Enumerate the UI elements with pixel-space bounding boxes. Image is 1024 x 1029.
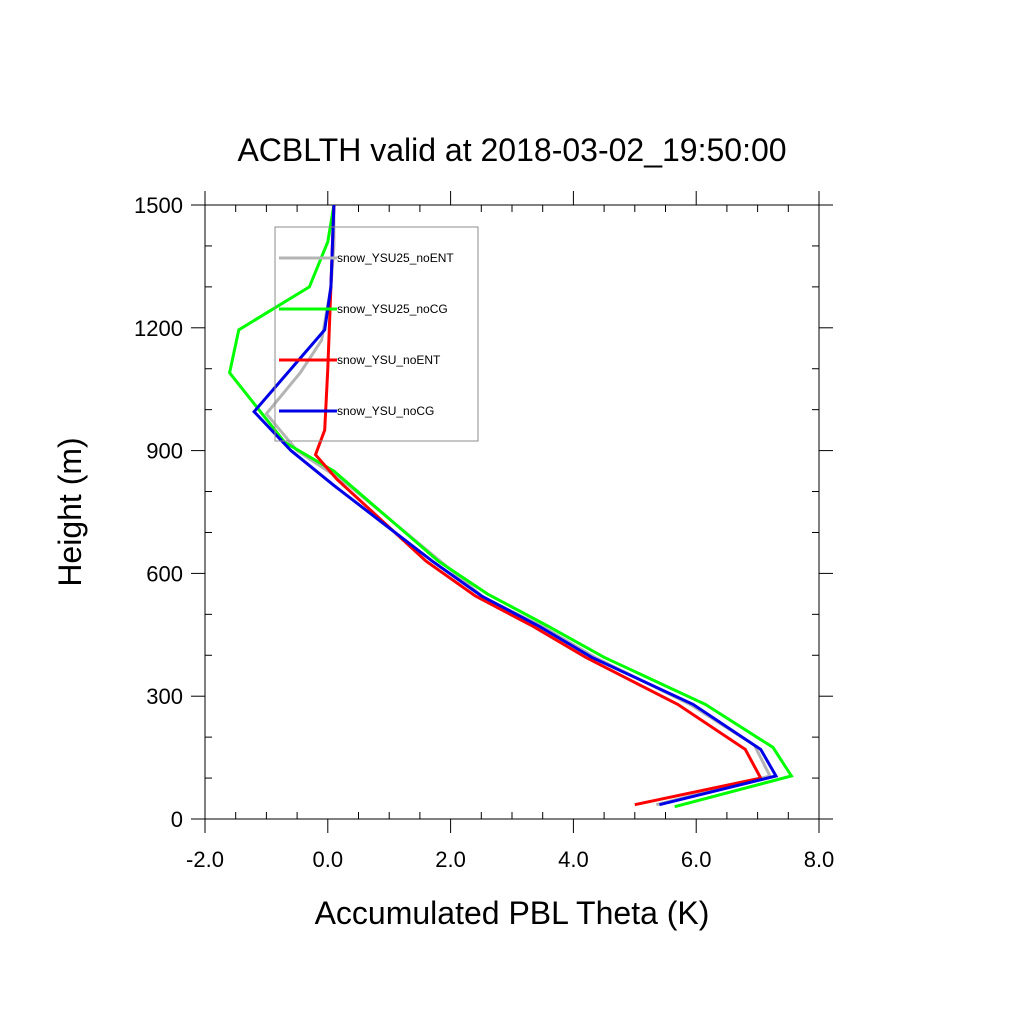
y-axis-label: Height (m) xyxy=(52,437,88,586)
y-tick-label: 0 xyxy=(171,807,183,832)
y-tick-label: 1200 xyxy=(134,316,183,341)
legend-label: snow_YSU25_noENT xyxy=(337,251,454,265)
x-tick-label: 4.0 xyxy=(558,847,589,872)
legend-box xyxy=(274,226,479,442)
chart-title: ACBLTH valid at 2018-03-02_19:50:00 xyxy=(237,132,786,168)
x-tick-label: 0.0 xyxy=(313,847,344,872)
x-tick-label: -2.0 xyxy=(186,847,224,872)
series-line-snow_YSU_noCG xyxy=(252,204,779,807)
y-tick-label: 900 xyxy=(146,439,183,464)
legend-label: snow_YSU_noCG xyxy=(337,404,434,418)
legend-label: snow_YSU25_noCG xyxy=(337,302,448,316)
y-tick-label: 300 xyxy=(146,684,183,709)
legend-label: snow_YSU_noENT xyxy=(337,353,441,367)
legend: snow_YSU25_noENT snow_YSU25_noCG snow_YSU_… xyxy=(274,226,479,442)
y-tick-label: 1500 xyxy=(134,193,183,218)
y-tick-label: 600 xyxy=(146,561,183,586)
series-line-snow_YSU_noENT xyxy=(313,204,763,807)
x-tick-label: 8.0 xyxy=(804,847,835,872)
x-tick-label: 6.0 xyxy=(681,847,712,872)
x-axis-label: Accumulated PBL Theta (K) xyxy=(315,895,710,931)
series-line-snow_YSU25_noCG xyxy=(227,204,794,809)
x-tick-label: 2.0 xyxy=(435,847,466,872)
plot-area xyxy=(204,204,820,820)
axis-ticks: -2.0 0.0 2.0 4.0 6.0 8.0 0 300 600 900 1200 1500 xyxy=(134,191,834,872)
